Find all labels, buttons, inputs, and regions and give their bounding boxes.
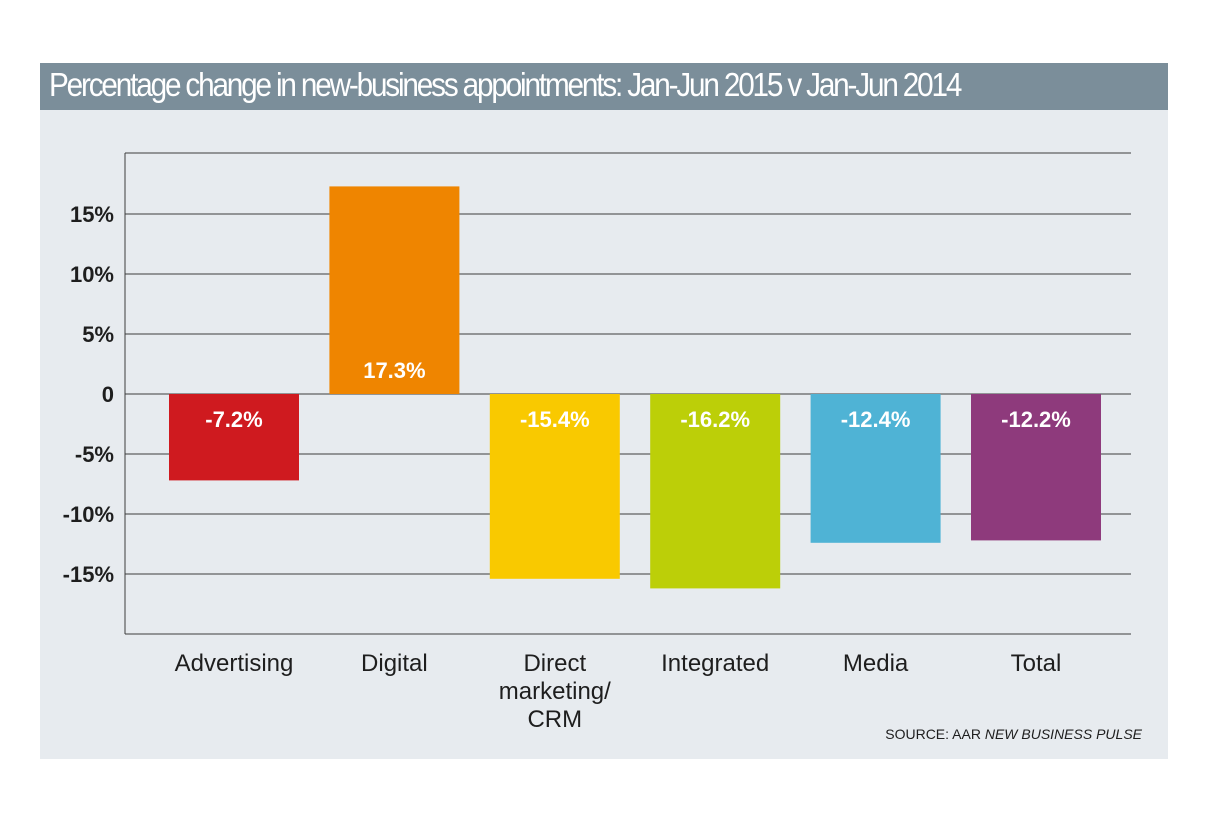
source-note: SOURCE: AAR NEW BUSINESS PULSE xyxy=(885,726,1142,742)
category-label: Integrated xyxy=(661,650,769,677)
y-tick-label: -5% xyxy=(75,442,114,467)
value-label: -16.2% xyxy=(680,407,750,432)
category-label: marketing/ xyxy=(499,678,611,705)
chart-title: Percentage change in new-business appoin… xyxy=(49,66,962,103)
value-label: -7.2% xyxy=(205,407,262,432)
y-tick-label: 0 xyxy=(102,382,114,407)
y-tick-label: 10% xyxy=(70,262,114,287)
bar-advertising xyxy=(169,394,299,481)
bar-total xyxy=(971,394,1101,541)
category-label: CRM xyxy=(527,706,582,733)
category-label: Advertising xyxy=(175,650,294,677)
y-tick-label: 5% xyxy=(82,322,114,347)
chart-frame: Percentage change in new-business appoin… xyxy=(40,63,1168,759)
source-prefix: SOURCE: AAR xyxy=(885,726,985,742)
category-label: Digital xyxy=(361,650,428,677)
bar-direct xyxy=(489,394,620,579)
bar-integrated xyxy=(650,394,781,589)
category-label: Media xyxy=(843,650,909,677)
value-label: -15.4% xyxy=(520,407,590,432)
y-tick-label: -15% xyxy=(63,562,114,587)
category-label: Direct xyxy=(523,650,586,677)
bar-media xyxy=(810,394,941,543)
title-bar: Percentage change in new-business appoin… xyxy=(40,63,1168,110)
category-label: Total xyxy=(1011,650,1062,677)
source-publication: NEW BUSINESS PULSE xyxy=(984,726,1142,742)
bar-chart: 15% 10% 5% 0 -5% -10% -15% -7.2% Advertising 17.3… xyxy=(63,152,1131,733)
value-label: -12.4% xyxy=(841,407,911,432)
value-label: -12.2% xyxy=(1001,407,1071,432)
y-tick-label: 15% xyxy=(70,202,114,227)
bar-digital xyxy=(329,186,460,394)
y-tick-label: -10% xyxy=(63,502,114,527)
value-label: 17.3% xyxy=(363,358,425,383)
